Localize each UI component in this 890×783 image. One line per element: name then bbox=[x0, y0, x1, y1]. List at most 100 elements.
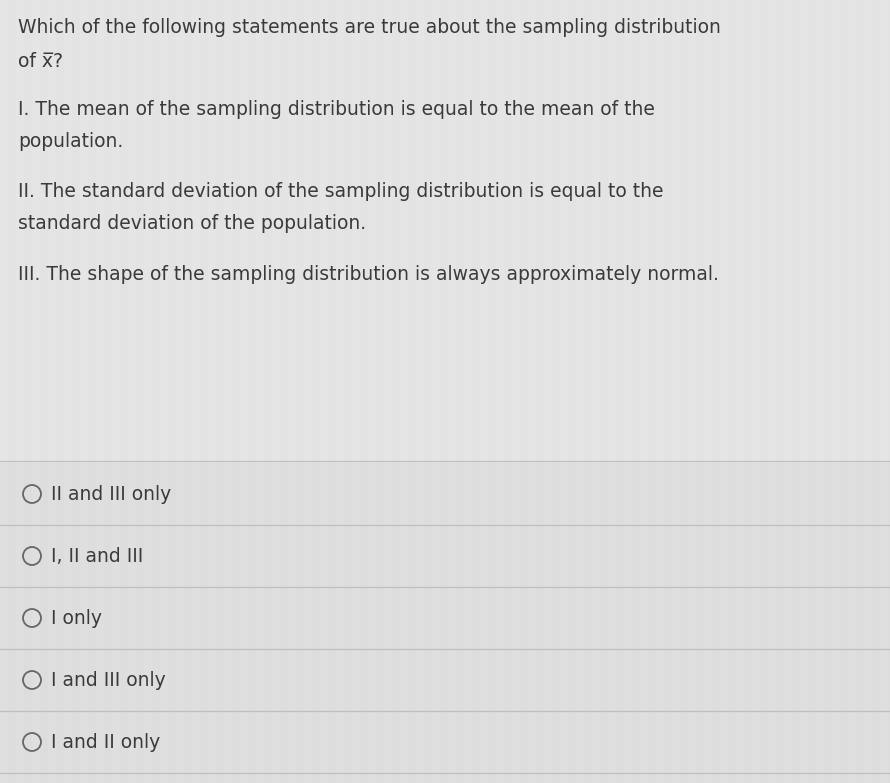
Bar bbox=[144, 0, 152, 783]
Bar bbox=[16, 0, 24, 783]
Bar bbox=[264, 0, 272, 783]
Bar bbox=[480, 0, 488, 783]
Bar bbox=[384, 0, 392, 783]
Bar bbox=[72, 0, 80, 783]
Bar bbox=[448, 0, 456, 783]
Bar bbox=[328, 0, 336, 783]
Bar bbox=[704, 0, 712, 783]
Text: I. The mean of the sampling distribution is equal to the mean of the: I. The mean of the sampling distribution… bbox=[18, 100, 655, 119]
Bar bbox=[776, 0, 784, 783]
Bar bbox=[80, 0, 88, 783]
Bar bbox=[104, 0, 112, 783]
Bar bbox=[672, 0, 680, 783]
Bar bbox=[368, 0, 376, 783]
Bar bbox=[864, 0, 872, 783]
Bar bbox=[424, 0, 432, 783]
Bar bbox=[64, 0, 72, 783]
Bar bbox=[624, 0, 632, 783]
Bar bbox=[200, 0, 208, 783]
Bar bbox=[872, 0, 880, 783]
Bar bbox=[600, 0, 608, 783]
Bar bbox=[720, 0, 728, 783]
Text: II and III only: II and III only bbox=[51, 485, 171, 503]
Bar bbox=[0, 0, 890, 463]
Bar bbox=[40, 0, 48, 783]
Text: I and III only: I and III only bbox=[51, 670, 166, 690]
Bar bbox=[304, 0, 312, 783]
Text: III. The shape of the sampling distribution is always approximately normal.: III. The shape of the sampling distribut… bbox=[18, 265, 719, 284]
Bar bbox=[664, 0, 672, 783]
Bar bbox=[712, 0, 720, 783]
Bar bbox=[360, 0, 368, 783]
Bar bbox=[0, 0, 8, 783]
Text: I and II only: I and II only bbox=[51, 733, 160, 752]
Bar bbox=[528, 0, 536, 783]
Bar bbox=[168, 0, 176, 783]
Bar bbox=[488, 0, 496, 783]
Bar bbox=[848, 0, 856, 783]
Bar bbox=[472, 0, 480, 783]
Bar bbox=[216, 0, 224, 783]
Bar bbox=[96, 0, 104, 783]
Bar bbox=[584, 0, 592, 783]
Bar bbox=[184, 0, 192, 783]
Bar bbox=[552, 0, 560, 783]
Text: I, II and III: I, II and III bbox=[51, 547, 143, 565]
Bar bbox=[160, 0, 168, 783]
Bar bbox=[120, 0, 128, 783]
Bar bbox=[800, 0, 808, 783]
Bar bbox=[832, 0, 840, 783]
Bar bbox=[408, 0, 416, 783]
Bar bbox=[224, 0, 232, 783]
Bar bbox=[608, 0, 616, 783]
Bar bbox=[632, 0, 640, 783]
Bar bbox=[440, 0, 448, 783]
Bar bbox=[176, 0, 184, 783]
Bar bbox=[296, 0, 304, 783]
Text: Which of the following statements are true about the sampling distribution: Which of the following statements are tr… bbox=[18, 18, 721, 37]
Text: II. The standard deviation of the sampling distribution is equal to the: II. The standard deviation of the sampli… bbox=[18, 182, 664, 201]
Bar bbox=[320, 0, 328, 783]
Bar bbox=[112, 0, 120, 783]
Bar bbox=[392, 0, 400, 783]
Bar bbox=[456, 0, 464, 783]
Text: of x̅?: of x̅? bbox=[18, 52, 63, 71]
Text: I only: I only bbox=[51, 608, 102, 627]
Bar bbox=[576, 0, 584, 783]
Bar bbox=[560, 0, 568, 783]
Bar bbox=[568, 0, 576, 783]
Bar bbox=[680, 0, 688, 783]
Bar bbox=[312, 0, 320, 783]
Bar bbox=[232, 0, 240, 783]
Bar bbox=[856, 0, 864, 783]
Bar bbox=[136, 0, 144, 783]
Bar bbox=[824, 0, 832, 783]
Bar bbox=[696, 0, 704, 783]
Bar bbox=[880, 0, 888, 783]
Bar bbox=[496, 0, 504, 783]
Bar bbox=[352, 0, 360, 783]
Bar bbox=[512, 0, 520, 783]
Bar bbox=[752, 0, 760, 783]
Bar bbox=[344, 0, 352, 783]
Bar bbox=[88, 0, 96, 783]
Bar bbox=[536, 0, 544, 783]
Bar bbox=[248, 0, 256, 783]
Bar bbox=[208, 0, 216, 783]
Bar bbox=[256, 0, 264, 783]
Bar bbox=[24, 0, 32, 783]
Bar bbox=[288, 0, 296, 783]
Bar bbox=[280, 0, 288, 783]
Bar bbox=[640, 0, 648, 783]
Bar bbox=[544, 0, 552, 783]
Text: standard deviation of the population.: standard deviation of the population. bbox=[18, 214, 366, 233]
Bar bbox=[888, 0, 890, 783]
Bar bbox=[648, 0, 656, 783]
Bar bbox=[432, 0, 440, 783]
Bar bbox=[376, 0, 384, 783]
Bar bbox=[808, 0, 816, 783]
Bar bbox=[152, 0, 160, 783]
Bar bbox=[656, 0, 664, 783]
Text: population.: population. bbox=[18, 132, 123, 151]
Bar bbox=[816, 0, 824, 783]
